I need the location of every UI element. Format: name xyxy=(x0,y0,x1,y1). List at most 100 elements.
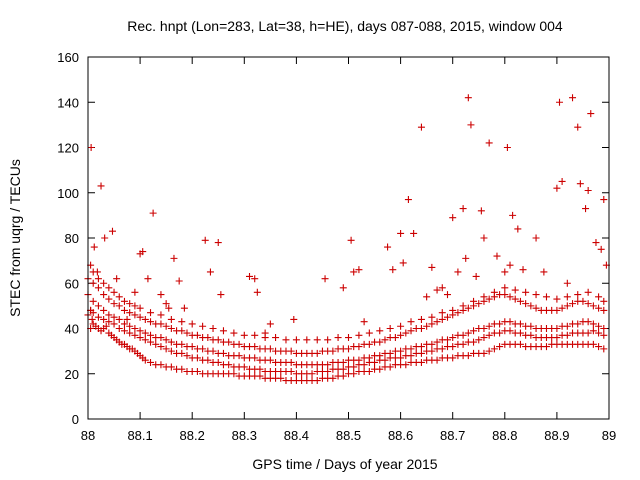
data-point xyxy=(147,309,155,317)
data-point xyxy=(587,110,595,118)
data-point xyxy=(100,279,108,287)
data-point xyxy=(485,295,493,303)
data-point xyxy=(110,288,118,296)
data-point xyxy=(417,343,425,351)
data-point xyxy=(345,334,352,342)
data-point xyxy=(100,291,108,299)
data-point xyxy=(516,329,524,337)
data-point xyxy=(589,340,597,348)
data-point xyxy=(376,338,384,346)
data-point xyxy=(246,272,254,280)
data-point xyxy=(407,352,415,360)
data-point xyxy=(167,338,175,346)
data-point xyxy=(355,331,363,339)
data-point xyxy=(110,300,118,308)
data-point xyxy=(162,336,170,344)
data-point xyxy=(464,304,472,312)
data-point xyxy=(334,334,342,342)
data-point xyxy=(519,266,527,274)
data-point xyxy=(579,297,587,305)
data-point xyxy=(209,347,217,355)
data-point xyxy=(100,306,108,314)
data-point xyxy=(386,325,394,332)
data-point xyxy=(120,297,128,305)
data-point xyxy=(381,356,389,364)
data-point xyxy=(178,349,186,357)
data-point xyxy=(178,327,186,335)
data-point xyxy=(365,354,373,362)
data-point xyxy=(131,302,139,310)
y-tick-label: 100 xyxy=(57,186,79,201)
x-tick-label: 88.6 xyxy=(388,428,413,443)
data-point xyxy=(470,327,478,335)
data-point xyxy=(350,363,358,371)
data-point xyxy=(206,268,214,276)
data-point xyxy=(553,325,561,332)
data-point xyxy=(589,302,597,310)
data-point xyxy=(532,291,540,299)
data-point xyxy=(522,288,530,296)
x-tick-label: 88.2 xyxy=(180,428,205,443)
data-point xyxy=(423,293,431,301)
data-point xyxy=(188,343,196,351)
data-point xyxy=(417,358,425,366)
data-point xyxy=(417,325,425,332)
data-point xyxy=(402,361,410,369)
data-point xyxy=(496,343,504,351)
data-point xyxy=(94,302,102,310)
data-point xyxy=(443,291,451,299)
data-point xyxy=(386,349,394,357)
data-point xyxy=(94,313,102,321)
data-point xyxy=(147,331,155,339)
data-point xyxy=(600,297,608,305)
data-point xyxy=(462,254,470,262)
data-point xyxy=(506,318,514,326)
data-point xyxy=(410,229,418,237)
data-point xyxy=(199,345,207,353)
data-point xyxy=(144,275,152,283)
data-point xyxy=(407,327,415,335)
data-point xyxy=(188,320,196,328)
data-point xyxy=(433,356,441,364)
data-point xyxy=(235,352,243,360)
data-point xyxy=(167,325,175,332)
data-point xyxy=(516,320,524,328)
data-point xyxy=(313,377,321,385)
data-point xyxy=(506,261,514,269)
y-tick-label: 80 xyxy=(65,231,79,246)
data-point xyxy=(532,234,540,242)
data-point xyxy=(563,302,571,310)
data-point xyxy=(219,349,227,357)
data-point xyxy=(402,329,410,337)
data-point xyxy=(115,325,123,332)
data-point xyxy=(287,347,295,355)
data-point xyxy=(89,309,97,317)
data-point xyxy=(449,214,457,222)
data-point xyxy=(522,300,530,308)
data-point xyxy=(88,315,96,323)
data-point xyxy=(261,329,269,337)
data-point xyxy=(131,331,139,339)
data-point xyxy=(115,302,123,310)
data-point xyxy=(266,320,274,328)
data-point xyxy=(120,327,128,335)
data-point xyxy=(600,306,608,314)
data-point xyxy=(157,343,165,351)
x-tick-label: 88.9 xyxy=(544,428,569,443)
data-point xyxy=(167,347,175,355)
data-point xyxy=(569,300,577,308)
data-point xyxy=(178,365,186,373)
chart-title: Rec. hnpt (Lon=283, Lat=38, h=HE), days … xyxy=(127,18,563,34)
data-point xyxy=(582,205,590,213)
data-point xyxy=(93,268,101,276)
y-tick-label: 60 xyxy=(65,276,79,291)
data-point xyxy=(152,340,160,348)
data-point xyxy=(175,277,183,285)
data-point xyxy=(339,358,347,366)
data-point xyxy=(516,340,524,348)
data-point xyxy=(511,286,519,294)
data-point xyxy=(193,367,201,375)
data-point xyxy=(225,338,233,346)
data-point xyxy=(136,327,144,335)
data-point xyxy=(157,320,165,328)
